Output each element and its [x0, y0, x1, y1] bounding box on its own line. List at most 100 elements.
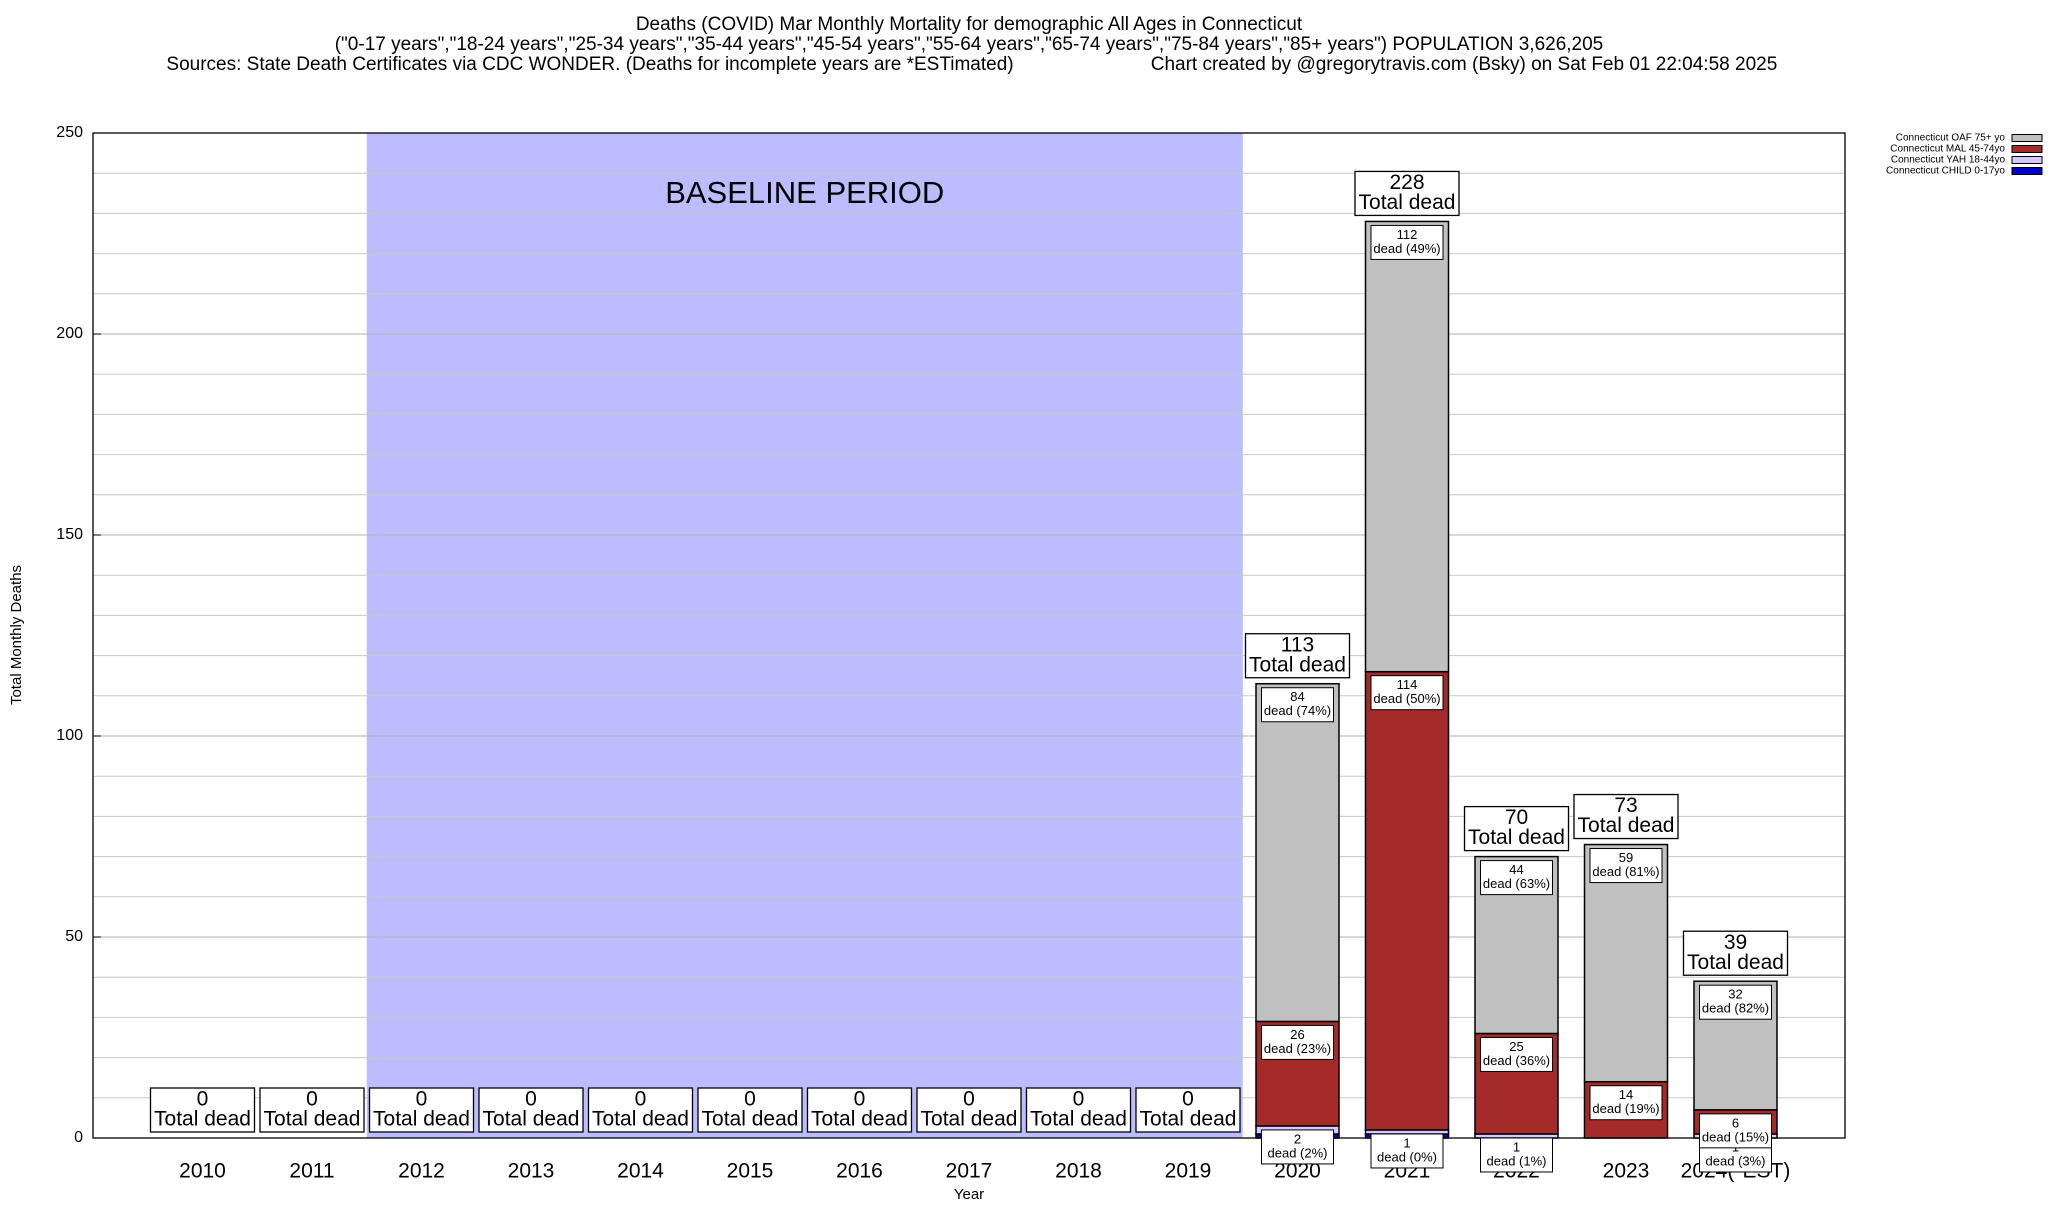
segment-label: dead (3%) — [1706, 1153, 1766, 1168]
segment-label: dead (36%) — [1483, 1053, 1550, 1068]
annotation: BASELINE PERIOD — [665, 175, 944, 210]
segment-value: 84 — [1290, 689, 1304, 704]
segment-value: 25 — [1509, 1039, 1523, 1054]
y-tick-label: 150 — [56, 526, 83, 543]
x-tick-label: 2020 — [1274, 1160, 1321, 1183]
segment-label: dead (50%) — [1373, 691, 1440, 706]
total-box — [1682, 930, 1789, 976]
baseline-region — [366, 133, 1243, 1138]
y-tick-label: 100 — [56, 727, 83, 744]
label-box — [1480, 1036, 1553, 1072]
segment-value: 1 — [1513, 1139, 1520, 1154]
x-axis-label: Year — [954, 1186, 984, 1200]
segment-label: dead (0%) — [1377, 1149, 1437, 1164]
total-value: 70 — [1505, 806, 1528, 829]
x-tick-label: 2013 — [508, 1160, 555, 1183]
label-box — [1370, 224, 1444, 260]
label-box — [1699, 984, 1772, 1020]
segment-label: dead (81%) — [1592, 864, 1659, 879]
total-box — [1354, 170, 1460, 217]
total-value: 0 — [854, 1088, 866, 1111]
total-label: Total dead — [702, 1108, 799, 1131]
bar-segment — [1364, 220, 1450, 673]
label-box — [1699, 1113, 1772, 1149]
legend-label: Connecticut OAF 75+ yo — [1896, 133, 2006, 144]
segment-label: dead (82%) — [1702, 1001, 1769, 1016]
legend-swatch — [2011, 134, 2043, 142]
bar-segment — [1255, 682, 1340, 1023]
total-value: 228 — [1389, 171, 1424, 194]
x-tick-label: 2023 — [1603, 1160, 1650, 1183]
total-box — [916, 1087, 1022, 1133]
total-value: 0 — [963, 1088, 975, 1111]
credit-note: Chart created by @gregorytravis.com (Bsk… — [1151, 54, 1778, 75]
total-label: Total dead — [154, 1108, 251, 1131]
total-box — [259, 1087, 365, 1133]
segment-label: dead (1%) — [1487, 1153, 1547, 1168]
x-tick-label: 2010 — [179, 1160, 226, 1183]
segment-value: 112 — [1397, 227, 1418, 242]
legend-swatch — [2011, 156, 2043, 164]
label-box — [1589, 1085, 1663, 1121]
total-label: Total dead — [811, 1108, 908, 1131]
bar-segment — [1583, 843, 1669, 1083]
chart-title: Deaths (COVID) Mar Monthly Mortality for… — [636, 14, 1303, 35]
total-value: 113 — [1281, 633, 1314, 656]
segment-label: dead (49%) — [1373, 241, 1440, 256]
x-tick-label: 2016 — [836, 1160, 883, 1183]
label-box — [1589, 848, 1663, 884]
segment-label: dead (2%) — [1268, 1145, 1328, 1160]
x-tick-label: 2018 — [1055, 1160, 1102, 1183]
total-box — [1573, 793, 1679, 840]
segment-value: 1 — [1403, 1135, 1410, 1150]
legend-swatch — [2011, 167, 2043, 175]
segment-value: 59 — [1619, 850, 1633, 865]
total-label: Total dead — [1140, 1108, 1237, 1131]
y-tick-label: 200 — [56, 325, 83, 342]
segment-value: 114 — [1397, 677, 1418, 692]
legend-label: Connecticut CHILD 0-17yo — [1886, 166, 2005, 177]
x-tick-label: 2012 — [398, 1160, 445, 1183]
segment-value: 26 — [1290, 1027, 1304, 1042]
label-box — [1370, 1133, 1444, 1169]
x-tick-label: 2011 — [289, 1160, 334, 1183]
total-box — [1025, 1087, 1132, 1133]
segment-value: 6 — [1732, 1115, 1739, 1130]
total-value: 0 — [525, 1088, 537, 1111]
chart-subtitle: ("0-17 years","18-24 years","25-34 years… — [335, 34, 1604, 55]
segment-value: 32 — [1728, 987, 1742, 1002]
total-value: 0 — [416, 1088, 428, 1111]
total-box — [368, 1087, 475, 1133]
total-box — [806, 1087, 913, 1133]
total-box — [1244, 633, 1351, 679]
total-box — [587, 1087, 694, 1133]
total-value: 0 — [306, 1088, 318, 1111]
label-box — [1480, 860, 1553, 896]
total-label: Total dead — [1687, 951, 1784, 974]
y-tick-label: 250 — [56, 124, 83, 141]
segment-label: dead (63%) — [1483, 876, 1550, 891]
segment-value: 44 — [1509, 862, 1523, 877]
segment-label: dead (15%) — [1702, 1129, 1769, 1144]
bar-segment — [1364, 670, 1450, 1131]
segment-value: 2 — [1294, 1131, 1301, 1146]
legend-label: Connecticut MAL 45-74yo — [1890, 144, 2005, 155]
total-value: 39 — [1724, 931, 1747, 954]
total-label: Total dead — [592, 1108, 689, 1131]
y-tick-label: 0 — [74, 1129, 83, 1146]
label-box — [1261, 1129, 1334, 1165]
x-tick-label: 2014 — [617, 1160, 664, 1183]
legend-label: Connecticut YAH 18-44yo — [1891, 155, 2006, 166]
total-label: Total dead — [1249, 653, 1346, 676]
y-tick-label: 50 — [65, 928, 83, 945]
segment-value: 14 — [1619, 1087, 1633, 1102]
total-value: 73 — [1614, 794, 1637, 817]
total-label: Total dead — [1578, 814, 1675, 837]
total-box — [149, 1087, 256, 1133]
label-box — [1370, 675, 1444, 711]
total-value: 0 — [1182, 1088, 1194, 1111]
total-label: Total dead — [921, 1108, 1018, 1131]
total-box — [478, 1087, 584, 1133]
x-tick-label: 2015 — [727, 1160, 774, 1183]
